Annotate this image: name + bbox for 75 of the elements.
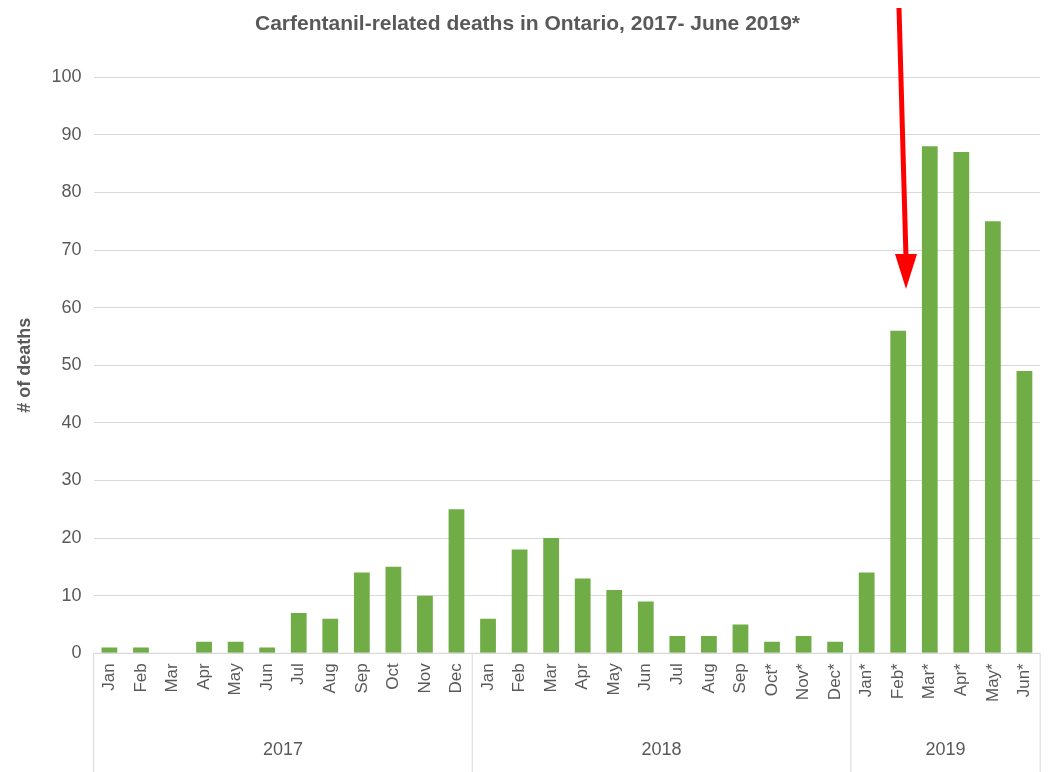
- bar: [101, 647, 118, 653]
- x-tick-label: Nov: [414, 662, 434, 694]
- x-tick-label: Sep: [351, 663, 371, 694]
- y-axis-title: # of deaths: [13, 317, 34, 413]
- bar: [669, 635, 686, 653]
- x-tick-label: Jan: [477, 663, 497, 691]
- bar: [953, 152, 970, 653]
- bar: [133, 647, 149, 653]
- text: 2018: [641, 738, 682, 759]
- y-tick-label: 40: [61, 411, 82, 432]
- x-tick-label: Dec: [446, 662, 466, 694]
- bar: [322, 618, 339, 653]
- text: 2017: [262, 738, 303, 759]
- bar: [764, 641, 780, 653]
- x-tick-label: Jun: [635, 663, 655, 691]
- y-tick-label: 80: [61, 181, 82, 202]
- x-tick-label: Jun: [256, 663, 276, 691]
- x-tick-label: Apr*: [951, 662, 971, 697]
- bar: [732, 624, 749, 653]
- bar: [227, 641, 244, 653]
- bar: [795, 635, 812, 653]
- x-tick-label: Jan: [99, 663, 119, 691]
- bar: [290, 612, 307, 653]
- y-tick-label: 0: [71, 642, 82, 663]
- bar: [417, 595, 433, 653]
- y-tick-label: 70: [61, 238, 82, 259]
- bar: [574, 578, 591, 653]
- x-tick-label: Apr: [572, 662, 592, 690]
- x-tick-label: Dec*: [824, 662, 844, 701]
- x-tick-label: Apr: [193, 662, 213, 690]
- bar: [890, 330, 907, 653]
- bar: [480, 618, 496, 653]
- text: 2019: [925, 738, 966, 759]
- bar: [448, 509, 465, 653]
- y-tick-label: 30: [61, 469, 82, 490]
- x-tick-label: Jul: [667, 663, 687, 685]
- y-tick-label: 10: [61, 584, 82, 605]
- bar: [984, 221, 1001, 653]
- bar: [196, 641, 212, 653]
- bar: [827, 641, 844, 653]
- bar: [637, 601, 654, 653]
- x-tick-label: May: [225, 662, 245, 696]
- x-tick-label: Mar: [540, 662, 560, 693]
- bar: [385, 566, 402, 653]
- x-tick-label: Jul: [288, 663, 308, 685]
- x-tick-label: Sep: [730, 663, 750, 694]
- x-tick-label: Jun*: [1014, 662, 1034, 698]
- y-tick-label: 60: [61, 296, 82, 317]
- x-tick-label: Nov*: [793, 662, 813, 701]
- x-tick-label: Feb*: [887, 662, 907, 700]
- x-tick-label: May: [603, 662, 623, 696]
- bar: [511, 549, 528, 653]
- bar: [606, 589, 623, 653]
- bar: [921, 146, 938, 653]
- y-tick-label: 50: [61, 354, 82, 375]
- bar: [1016, 371, 1033, 653]
- x-tick-label: Feb: [130, 663, 150, 693]
- x-tick-label: Aug: [319, 663, 339, 694]
- bar: [353, 572, 370, 653]
- x-tick-label: May*: [982, 662, 1002, 702]
- bar: [259, 647, 276, 653]
- y-tick-label: 20: [61, 527, 82, 548]
- chart-title: Carfentanil-related deaths in Ontario, 2017- June 2019*: [254, 11, 801, 35]
- x-tick-label: Jan*: [856, 662, 876, 698]
- x-tick-label: Oct*: [761, 662, 781, 697]
- bar: [858, 572, 875, 653]
- x-tick-label: Mar*: [919, 662, 939, 700]
- y-tick-label: 90: [61, 123, 82, 144]
- bar: [701, 635, 717, 653]
- x-tick-label: Aug: [698, 663, 718, 694]
- x-tick-label: Oct: [383, 663, 403, 690]
- x-tick-label: Mar: [162, 662, 182, 693]
- y-tick-label: 100: [51, 66, 82, 87]
- x-tick-label: Feb: [509, 663, 529, 693]
- bar: [543, 538, 560, 653]
